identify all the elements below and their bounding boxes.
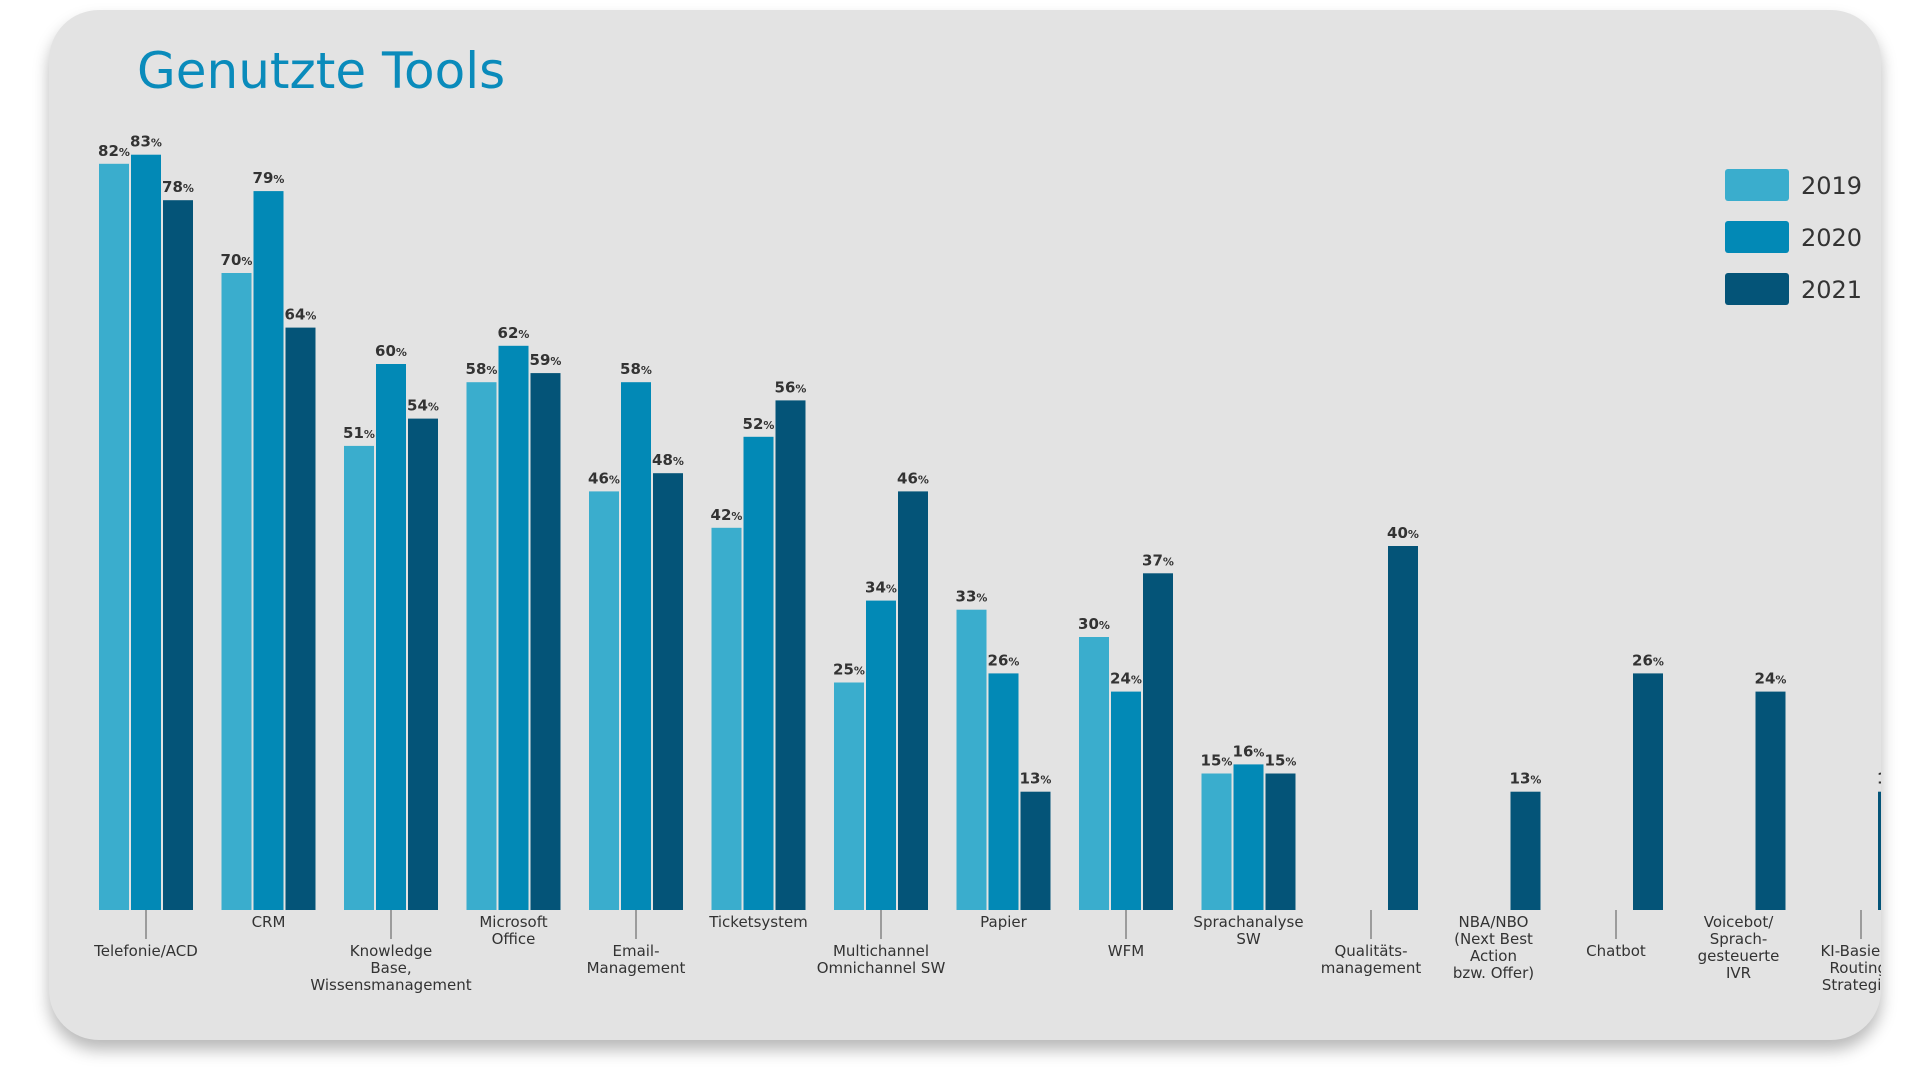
bar-2020-4	[621, 382, 651, 910]
value-label-2019-3: 58%	[466, 360, 498, 378]
category-label-3: Microsoft Office	[479, 913, 547, 948]
bar-2020-7	[988, 673, 1019, 910]
bar-2020-2	[376, 364, 406, 910]
category-label-8: WFM	[1108, 942, 1144, 960]
category-label-7: Papier	[980, 913, 1027, 931]
value-label-2021-1: 64%	[285, 306, 317, 324]
bar-2019-1	[221, 273, 252, 910]
value-label-2020-2: 60%	[375, 342, 407, 360]
value-label-2019-1: 70%	[221, 251, 253, 269]
bar-2020-8	[1111, 691, 1141, 910]
legend-swatch-2019	[1725, 169, 1789, 201]
legend-label-2021: 2021	[1801, 276, 1862, 304]
value-label-2021-13: 24%	[1755, 670, 1787, 688]
value-label-2020-3: 62%	[498, 324, 530, 342]
legend-swatch-2020	[1725, 221, 1789, 253]
category-label-10: Qualitäts-management	[1321, 942, 1422, 977]
bar-2019-3	[466, 382, 497, 910]
bar-2019-6	[834, 682, 864, 910]
bar-2020-3	[498, 345, 529, 910]
bar-2021-8	[1143, 573, 1173, 910]
bar-2020-1	[253, 191, 284, 911]
category-label-6: Multichannel Omnichannel SW	[817, 942, 946, 977]
bar-2021-6	[898, 491, 928, 910]
bar-2021-13	[1755, 691, 1786, 910]
bar-2021-4	[653, 473, 683, 910]
value-label-2020-4: 58%	[620, 360, 652, 378]
value-label-2019-5: 42%	[711, 506, 743, 524]
category-label-2: Knowledge Base, Wissensmanagement	[310, 942, 471, 994]
bar-2019-0	[99, 163, 129, 911]
value-labels: 82%83%78%70%79%64%51%60%54%58%62%59%46%5…	[98, 133, 1881, 788]
bar-2021-1	[285, 327, 316, 911]
bar-2021-11	[1510, 791, 1541, 910]
value-label-2021-4: 48%	[652, 451, 684, 469]
value-label-2021-5: 56%	[775, 378, 807, 396]
bar-2021-9	[1265, 773, 1296, 910]
chart-card: Genutzte Tools 82% 83% 78% 70% 79% 64% 51% 60% 5…	[49, 10, 1881, 1040]
value-label-2019-2: 51%	[343, 424, 375, 442]
value-label-2020-1: 79%	[253, 169, 285, 187]
legend: 2019 2020 2021	[1725, 169, 1862, 305]
bar-2021-14	[1878, 791, 1881, 910]
bar-2019-7	[956, 609, 987, 910]
bar-2021-7	[1020, 791, 1051, 910]
value-label-2020-5: 52%	[743, 415, 775, 433]
value-label-2020-8: 24%	[1110, 670, 1142, 688]
value-label-2021-14: 13%	[1877, 770, 1881, 788]
value-label-2021-7: 13%	[1020, 770, 1052, 788]
legend-label-2019: 2019	[1801, 172, 1862, 200]
value-label-2021-11: 13%	[1510, 770, 1542, 788]
bar-2019-2	[344, 445, 374, 910]
category-label-4: Email-Management	[587, 942, 686, 977]
value-label-2020-0: 83%	[130, 133, 162, 151]
value-label-2021-6: 46%	[897, 469, 929, 487]
bar-2020-9	[1233, 764, 1264, 910]
category-label-0: Telefonie/ACD	[93, 942, 198, 960]
bar-2019-9	[1201, 773, 1232, 910]
value-label-2019-9: 15%	[1201, 752, 1233, 770]
legend-label-2020: 2020	[1801, 224, 1862, 252]
bar-2021-10	[1388, 546, 1418, 910]
category-label-5: Ticketsystem	[708, 913, 808, 931]
x-axis: Telefonie/ACD CRM Knowledge Base, Wissensman…	[93, 910, 1881, 994]
category-label-13: Voicebot/Sprach-gesteuerte IVR	[1698, 913, 1780, 982]
value-label-2020-9: 16%	[1233, 742, 1265, 760]
value-label-2021-10: 40%	[1387, 524, 1419, 542]
value-label-2021-8: 37%	[1142, 551, 1174, 569]
bars	[99, 154, 1881, 911]
chart-title: Genutzte Tools	[137, 42, 505, 100]
bar-2021-0	[163, 200, 193, 910]
value-label-2019-0: 82%	[98, 142, 130, 160]
value-label-2021-2: 54%	[407, 397, 439, 415]
bar-2021-12	[1633, 673, 1663, 910]
value-label-2021-12: 26%	[1632, 651, 1664, 669]
category-label-9: Sprachanalyse SW	[1193, 913, 1303, 948]
bar-2021-5	[775, 400, 806, 910]
value-label-2020-6: 34%	[865, 579, 897, 597]
value-label-2019-8: 30%	[1078, 615, 1110, 633]
category-label-12: Chatbot	[1586, 942, 1646, 960]
value-label-2021-3: 59%	[530, 351, 562, 369]
value-label-2021-0: 78%	[162, 178, 194, 196]
value-label-2020-7: 26%	[988, 651, 1020, 669]
bar-2020-5	[743, 436, 774, 910]
value-label-2019-4: 46%	[588, 469, 620, 487]
category-label-14: KI-BasierteRouting-Strategien	[1820, 942, 1881, 994]
bar-2019-8	[1079, 637, 1109, 910]
value-label-2019-7: 33%	[956, 588, 988, 606]
chart: Genutzte Tools 82%83% 78% 70% 79% 64% 51% 60% 5…	[93, 42, 1881, 994]
category-label-1: CRM	[252, 913, 286, 931]
bar-2020-0	[131, 154, 161, 910]
bar-2021-2	[408, 418, 438, 910]
value-label-2019-6: 25%	[833, 661, 865, 679]
bar-2019-5	[711, 527, 742, 910]
bar-2019-4	[589, 491, 619, 910]
bar-2020-6	[866, 600, 896, 910]
legend-swatch-2021	[1725, 273, 1789, 305]
value-label-2021-9: 15%	[1265, 752, 1297, 770]
category-label-11: NBA/NBO (Next Best Action bzw. Offer)	[1453, 913, 1534, 982]
bar-2021-3	[530, 373, 561, 911]
